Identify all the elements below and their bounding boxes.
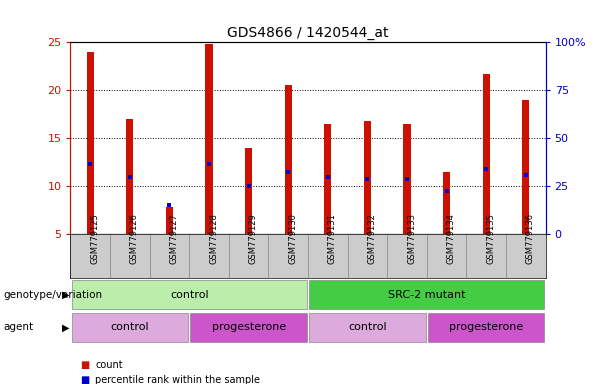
- Text: count: count: [95, 360, 123, 370]
- Text: control: control: [170, 290, 208, 300]
- Text: GSM779134: GSM779134: [447, 213, 455, 264]
- Bar: [324, 124, 332, 234]
- Text: GSM779131: GSM779131: [328, 213, 337, 264]
- Text: agent: agent: [3, 322, 33, 333]
- Text: GSM779130: GSM779130: [288, 213, 297, 264]
- Text: GSM779129: GSM779129: [249, 213, 257, 264]
- Bar: [191, 313, 307, 342]
- Text: ■: ■: [80, 360, 89, 370]
- Text: ■: ■: [80, 375, 89, 384]
- Text: genotype/variation: genotype/variation: [3, 290, 102, 300]
- Bar: [428, 313, 544, 342]
- Text: ▶: ▶: [63, 290, 70, 300]
- Bar: [166, 207, 173, 234]
- Bar: [245, 148, 252, 234]
- Text: GSM779125: GSM779125: [90, 213, 99, 264]
- Title: GDS4866 / 1420544_at: GDS4866 / 1420544_at: [227, 26, 389, 40]
- Text: GSM779136: GSM779136: [526, 213, 535, 264]
- Text: GSM779128: GSM779128: [209, 213, 218, 264]
- Text: ▶: ▶: [63, 322, 70, 333]
- Text: GSM779135: GSM779135: [486, 213, 495, 264]
- Bar: [205, 44, 213, 234]
- Bar: [403, 124, 411, 234]
- Text: GSM779133: GSM779133: [407, 213, 416, 264]
- Bar: [364, 121, 371, 234]
- Text: GSM779127: GSM779127: [169, 213, 178, 264]
- Text: GSM779132: GSM779132: [367, 213, 376, 264]
- Bar: [86, 52, 94, 234]
- Bar: [72, 313, 188, 342]
- Bar: [309, 313, 425, 342]
- Text: control: control: [110, 322, 149, 333]
- Text: progesterone: progesterone: [211, 322, 286, 333]
- Text: control: control: [348, 322, 387, 333]
- Text: percentile rank within the sample: percentile rank within the sample: [95, 375, 260, 384]
- Bar: [309, 280, 544, 310]
- Bar: [522, 100, 530, 234]
- Bar: [72, 280, 307, 310]
- Text: GSM779126: GSM779126: [130, 213, 139, 264]
- Text: progesterone: progesterone: [449, 322, 524, 333]
- Bar: [284, 86, 292, 234]
- Bar: [443, 172, 450, 234]
- Bar: [482, 74, 490, 234]
- Text: SRC-2 mutant: SRC-2 mutant: [388, 290, 465, 300]
- Bar: [126, 119, 134, 234]
